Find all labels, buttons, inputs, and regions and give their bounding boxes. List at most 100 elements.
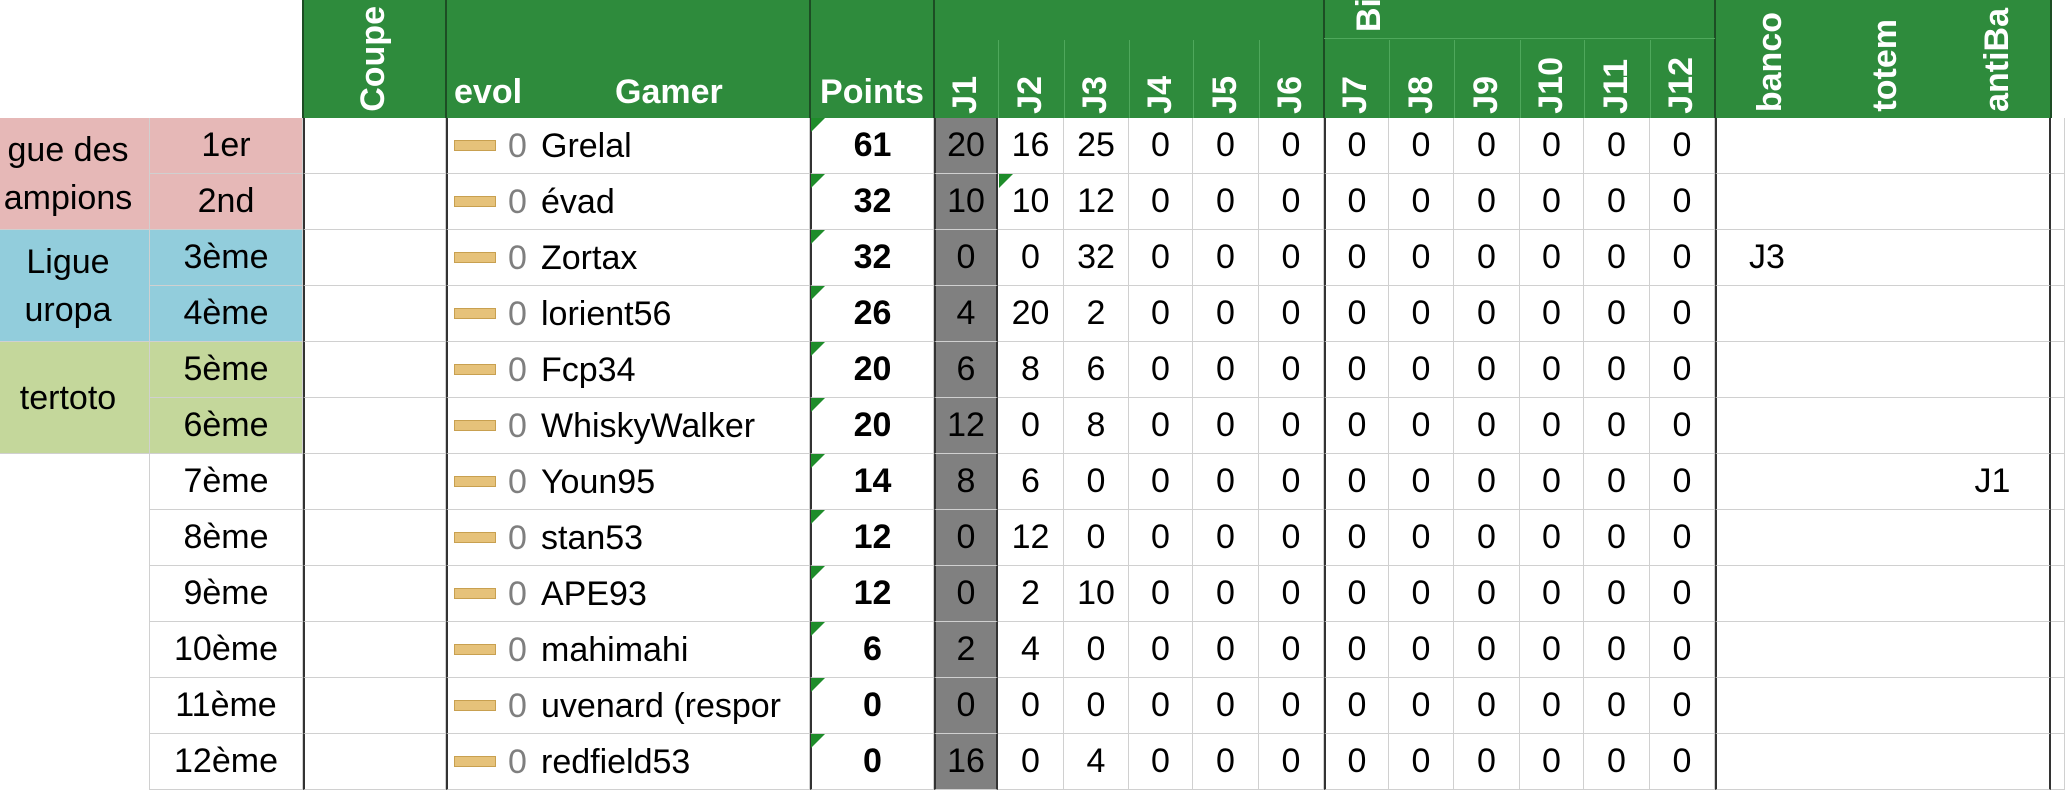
- day-cell: 32: [1064, 230, 1129, 286]
- day-cell: 0: [1584, 230, 1650, 286]
- day-cell: 12: [1064, 174, 1129, 230]
- day-cell: 10: [1064, 566, 1129, 622]
- evol-value: 0: [508, 574, 527, 613]
- day-cell: 0: [1129, 230, 1193, 286]
- day-cell: 12: [934, 398, 998, 454]
- day-cell: 0: [934, 566, 998, 622]
- gamer-cell: [446, 566, 810, 622]
- points-cell: 0: [810, 678, 934, 734]
- day-cell: 0: [1650, 174, 1715, 230]
- zone-cell: gue des ampions: [0, 118, 149, 230]
- evol-icon: [454, 196, 496, 207]
- evol-value: 0: [508, 686, 527, 725]
- evol-icon: [454, 700, 496, 711]
- day-cell: 10: [998, 174, 1064, 230]
- day-cell: 0: [1324, 230, 1389, 286]
- day-cell: 25: [1064, 118, 1129, 174]
- coupe-cell: [303, 566, 446, 622]
- evol-icon: [454, 252, 496, 263]
- empty-cell: [2051, 398, 2065, 454]
- banco-cell: [1715, 174, 1817, 230]
- coupe-cell: [303, 286, 446, 342]
- day-cell: 0: [998, 398, 1064, 454]
- empty-cell: [2051, 734, 2065, 790]
- day-cell: 0: [1193, 566, 1259, 622]
- banco-cell: [1715, 118, 1817, 174]
- rank-cell: 3ème: [149, 230, 303, 286]
- comment-marker: [811, 398, 825, 412]
- empty-cell: [2051, 622, 2065, 678]
- anti-cell: [1936, 118, 2051, 174]
- header-divider: [1129, 40, 1130, 118]
- day-cell: 0: [1259, 734, 1324, 790]
- header-divider: [1584, 40, 1585, 118]
- day-cell: 0: [1193, 622, 1259, 678]
- zone-cell: Ligue uropa: [0, 230, 149, 342]
- day-cell: 0: [1650, 230, 1715, 286]
- day-cell: 0: [1454, 454, 1520, 510]
- banco-cell: [1715, 678, 1817, 734]
- day-cell: 0: [1454, 398, 1520, 454]
- gamer-name: redfield53: [541, 742, 691, 781]
- totem-cell: [1817, 286, 1936, 342]
- day-cell: 0: [1520, 678, 1584, 734]
- day-cell: 0: [1520, 230, 1584, 286]
- day-cell: 0: [934, 230, 998, 286]
- header-divider: [998, 40, 999, 118]
- totem-cell: [1817, 230, 1936, 286]
- day-cell: 0: [1584, 342, 1650, 398]
- day-cell: 0: [1259, 286, 1324, 342]
- header-divider: [1454, 40, 1455, 118]
- day-cell: 0: [1324, 510, 1389, 566]
- header-divider: [1714, 0, 1716, 118]
- evol-icon: [454, 644, 496, 655]
- day-cell: 0: [1193, 118, 1259, 174]
- day-cell: 0: [1584, 566, 1650, 622]
- points-cell: 6: [810, 622, 934, 678]
- day-cell: 0: [1129, 286, 1193, 342]
- day-cell: 2: [1064, 286, 1129, 342]
- day-cell: 8: [1064, 398, 1129, 454]
- day-cell: 0: [1129, 678, 1193, 734]
- gamer-name: Youn95: [541, 462, 656, 501]
- evol-icon: [454, 364, 496, 375]
- header-day: J11: [1597, 59, 1635, 114]
- gamer-cell: [446, 342, 810, 398]
- day-cell: 0: [1454, 342, 1520, 398]
- evol-value: 0: [508, 742, 527, 781]
- gamer-name: WhiskyWalker: [541, 406, 756, 445]
- day-cell: 0: [1520, 118, 1584, 174]
- header-day: J8: [1402, 76, 1440, 114]
- totem-cell: [1817, 174, 1936, 230]
- empty-cell: [2051, 454, 2065, 510]
- header-day: J5: [1206, 76, 1244, 114]
- day-cell: 6: [934, 342, 998, 398]
- header-band: [303, 0, 2051, 118]
- day-cell: 0: [1389, 566, 1454, 622]
- day-cell: 0: [1193, 174, 1259, 230]
- header-banco: banco: [1751, 11, 1789, 112]
- header-day: J3: [1076, 76, 1114, 114]
- day-cell: 0: [1584, 286, 1650, 342]
- rank-cell: 5ème: [149, 342, 303, 398]
- rank-cell: 12ème: [149, 734, 303, 790]
- day-cell: 0: [1520, 566, 1584, 622]
- day-cell: 0: [1650, 622, 1715, 678]
- day-cell: 0: [1064, 622, 1129, 678]
- rank-cell: 11ème: [149, 678, 303, 734]
- anti-cell: [1936, 398, 2051, 454]
- header-gamer: Gamer: [615, 72, 723, 111]
- coupe-cell: [303, 678, 446, 734]
- day-cell: 0: [1129, 622, 1193, 678]
- banco-cell: J3: [1715, 230, 1817, 286]
- day-cell: 0: [1389, 398, 1454, 454]
- day-cell: 0: [1389, 510, 1454, 566]
- header-divider: [1650, 40, 1651, 118]
- gamer-name: stan53: [541, 518, 644, 557]
- day-cell: 20: [934, 118, 998, 174]
- header-points: Points: [820, 72, 924, 111]
- day-cell: 4: [998, 622, 1064, 678]
- anti-cell: [1936, 342, 2051, 398]
- anti-cell: [1936, 510, 2051, 566]
- day-cell: 0: [1520, 342, 1584, 398]
